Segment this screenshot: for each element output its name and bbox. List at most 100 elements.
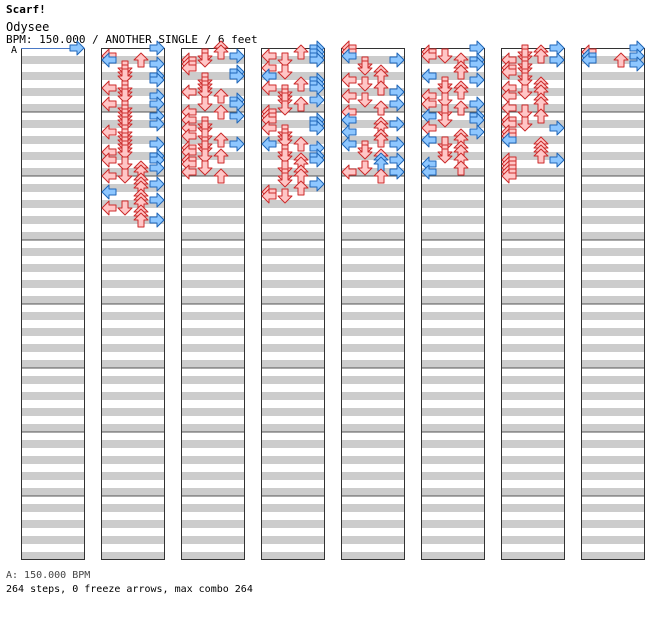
beat-band <box>421 72 485 80</box>
beat-band <box>261 536 325 544</box>
beat-band <box>581 360 645 368</box>
up-arrow <box>213 132 229 148</box>
beat-band <box>341 472 405 480</box>
beat-band <box>581 376 645 384</box>
beat-band <box>501 392 565 400</box>
up-arrow <box>533 48 549 64</box>
beat-band <box>21 216 85 224</box>
beat-band <box>21 280 85 288</box>
beat-band <box>101 216 165 224</box>
beat-band <box>421 344 485 352</box>
beat-band <box>501 552 565 560</box>
beat-band <box>181 536 245 544</box>
beat-band <box>421 168 485 176</box>
beat-band <box>341 56 405 64</box>
beat-band <box>341 152 405 160</box>
beat-band <box>421 104 485 112</box>
beat-band <box>261 360 325 368</box>
beat-band <box>101 104 165 112</box>
beat-band <box>581 136 645 144</box>
down-arrow <box>197 96 213 112</box>
beat-band <box>101 312 165 320</box>
beat-band <box>341 440 405 448</box>
beat-band <box>261 72 325 80</box>
beat-band <box>581 120 645 128</box>
beat-band <box>581 56 645 64</box>
column-border <box>261 48 325 560</box>
column-border <box>581 48 645 560</box>
left-arrow <box>341 48 357 64</box>
left-arrow <box>341 164 357 180</box>
down-arrow <box>357 92 373 108</box>
down-arrow <box>437 112 453 128</box>
right-arrow <box>469 72 485 88</box>
beat-band <box>21 488 85 496</box>
beat-band <box>181 168 245 176</box>
left-arrow <box>341 88 357 104</box>
beat-band <box>261 456 325 464</box>
beat-band <box>181 552 245 560</box>
beat-band <box>21 552 85 560</box>
beat-band <box>581 184 645 192</box>
right-arrow <box>389 96 405 112</box>
beat-band <box>581 344 645 352</box>
beat-band <box>421 216 485 224</box>
right-arrow <box>469 56 485 72</box>
beat-band <box>21 344 85 352</box>
down-arrow <box>197 148 213 164</box>
right-arrow <box>549 152 565 168</box>
beat-band <box>101 328 165 336</box>
beat-band <box>421 280 485 288</box>
beat-band <box>581 72 645 80</box>
beat-band <box>101 248 165 256</box>
up-arrow <box>133 52 149 68</box>
beat-band <box>341 296 405 304</box>
beat-band <box>181 216 245 224</box>
up-arrow <box>293 180 309 196</box>
beat-band <box>181 440 245 448</box>
beat-band <box>341 360 405 368</box>
right-arrow <box>149 176 165 192</box>
beat-band <box>501 200 565 208</box>
beat-band <box>421 504 485 512</box>
beat-band <box>261 296 325 304</box>
right-arrow <box>469 124 485 140</box>
left-arrow <box>261 80 277 96</box>
beat-band <box>181 184 245 192</box>
beat-band <box>21 472 85 480</box>
column-border <box>181 48 245 560</box>
beat-band <box>421 152 485 160</box>
beat-band <box>501 440 565 448</box>
up-arrow <box>453 64 469 80</box>
beat-band <box>421 184 485 192</box>
beat-band <box>261 472 325 480</box>
beat-band <box>21 184 85 192</box>
up-arrow <box>453 100 469 116</box>
down-arrow <box>117 88 133 104</box>
beat-band <box>341 232 405 240</box>
beat-band <box>421 536 485 544</box>
beat-band <box>341 312 405 320</box>
beat-band <box>21 152 85 160</box>
beat-band <box>261 168 325 176</box>
down-arrow <box>277 172 293 188</box>
beat-band <box>101 456 165 464</box>
down-arrow <box>117 168 133 184</box>
left-arrow <box>501 64 517 80</box>
left-arrow <box>261 188 277 204</box>
beat-band <box>341 200 405 208</box>
beat-band <box>501 56 565 64</box>
beat-band <box>181 488 245 496</box>
beat-band <box>21 168 85 176</box>
beat-band <box>581 312 645 320</box>
beat-band <box>101 376 165 384</box>
column-border <box>101 48 165 560</box>
beat-band <box>421 408 485 416</box>
beat-band <box>21 312 85 320</box>
beat-band <box>421 440 485 448</box>
beat-band <box>181 408 245 416</box>
beat-band <box>101 344 165 352</box>
up-arrow <box>293 136 309 152</box>
left-arrow <box>101 184 117 200</box>
beat-band <box>181 360 245 368</box>
